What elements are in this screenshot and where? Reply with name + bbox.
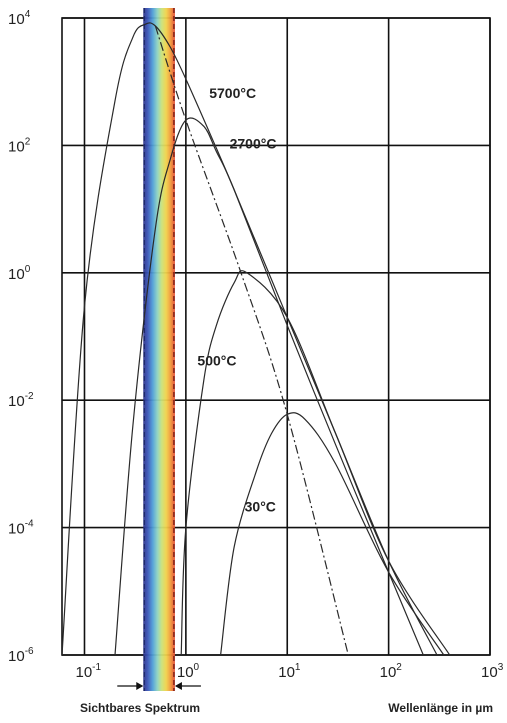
y-tick-label-1: 102 (8, 136, 31, 155)
x-tick-label-4: 103 (481, 662, 504, 681)
y-tick-base-4: 10 (8, 521, 25, 538)
y-tick-exp-0: 4 (25, 9, 31, 20)
y-tick-base-1: 10 (8, 138, 25, 155)
y-tick-exp-3: -2 (25, 391, 34, 402)
y-tick-base-0: 10 (8, 11, 25, 28)
x-tick-exp-0: -1 (92, 662, 101, 673)
y-tick-exp-1: 2 (25, 136, 31, 147)
x-tick-exp-1: 0 (194, 662, 200, 673)
plot-frame (61, 17, 491, 656)
curve-label-0: 5700°C (209, 85, 256, 101)
curve-2700C (114, 117, 424, 655)
y-tick-label-0: 104 (8, 9, 31, 28)
x-tick-label-3: 102 (380, 662, 403, 681)
y-tick-exp-5: -6 (25, 646, 34, 657)
y-tick-exp-2: 0 (25, 264, 31, 275)
y-tick-base-5: 10 (8, 648, 25, 665)
y-tick-label-3: 10-2 (8, 391, 34, 410)
x-tick-label-1: 100 (177, 662, 200, 681)
x-tick-exp-4: 3 (498, 662, 504, 673)
y-tick-base-2: 10 (8, 266, 25, 283)
x-tick-exp-2: 1 (295, 662, 301, 673)
x-tick-base-1: 10 (177, 664, 194, 681)
visible-spectrum-band (143, 8, 175, 691)
x-tick-base-4: 10 (481, 664, 498, 681)
x-tick-label-2: 101 (278, 662, 301, 681)
plot-area (62, 18, 490, 655)
spectrum-arrow-right-head (174, 682, 182, 690)
y-tick-label-5: 10-6 (8, 646, 34, 665)
x-tick-label-0: 10-1 (75, 662, 101, 681)
y-tick-base-3: 10 (8, 393, 25, 410)
y-tick-label-4: 10-4 (8, 519, 34, 538)
x-tick-exp-3: 2 (396, 662, 402, 673)
wien-peak-line (154, 25, 349, 655)
visible-spectrum-fill (143, 8, 175, 691)
x-tick-base-2: 10 (278, 664, 295, 681)
curve-label-2: 500°C (197, 353, 236, 369)
y-tick-exp-4: -4 (25, 519, 34, 530)
visible-spectrum-arrows (117, 682, 201, 690)
x-tick-base-0: 10 (75, 664, 92, 681)
y-tick-label-2: 100 (8, 264, 31, 283)
curve-label-1: 2700°C (230, 135, 277, 151)
x-axis-label: Wellenlänge in µm (388, 701, 493, 715)
x-tick-base-3: 10 (380, 664, 397, 681)
series-curves (62, 22, 451, 655)
curve-label-3: 30°C (245, 498, 276, 514)
spectrum-arrow-left-head (136, 682, 144, 690)
visible-spectrum-label: Sichtbares Spektrum (80, 701, 200, 715)
